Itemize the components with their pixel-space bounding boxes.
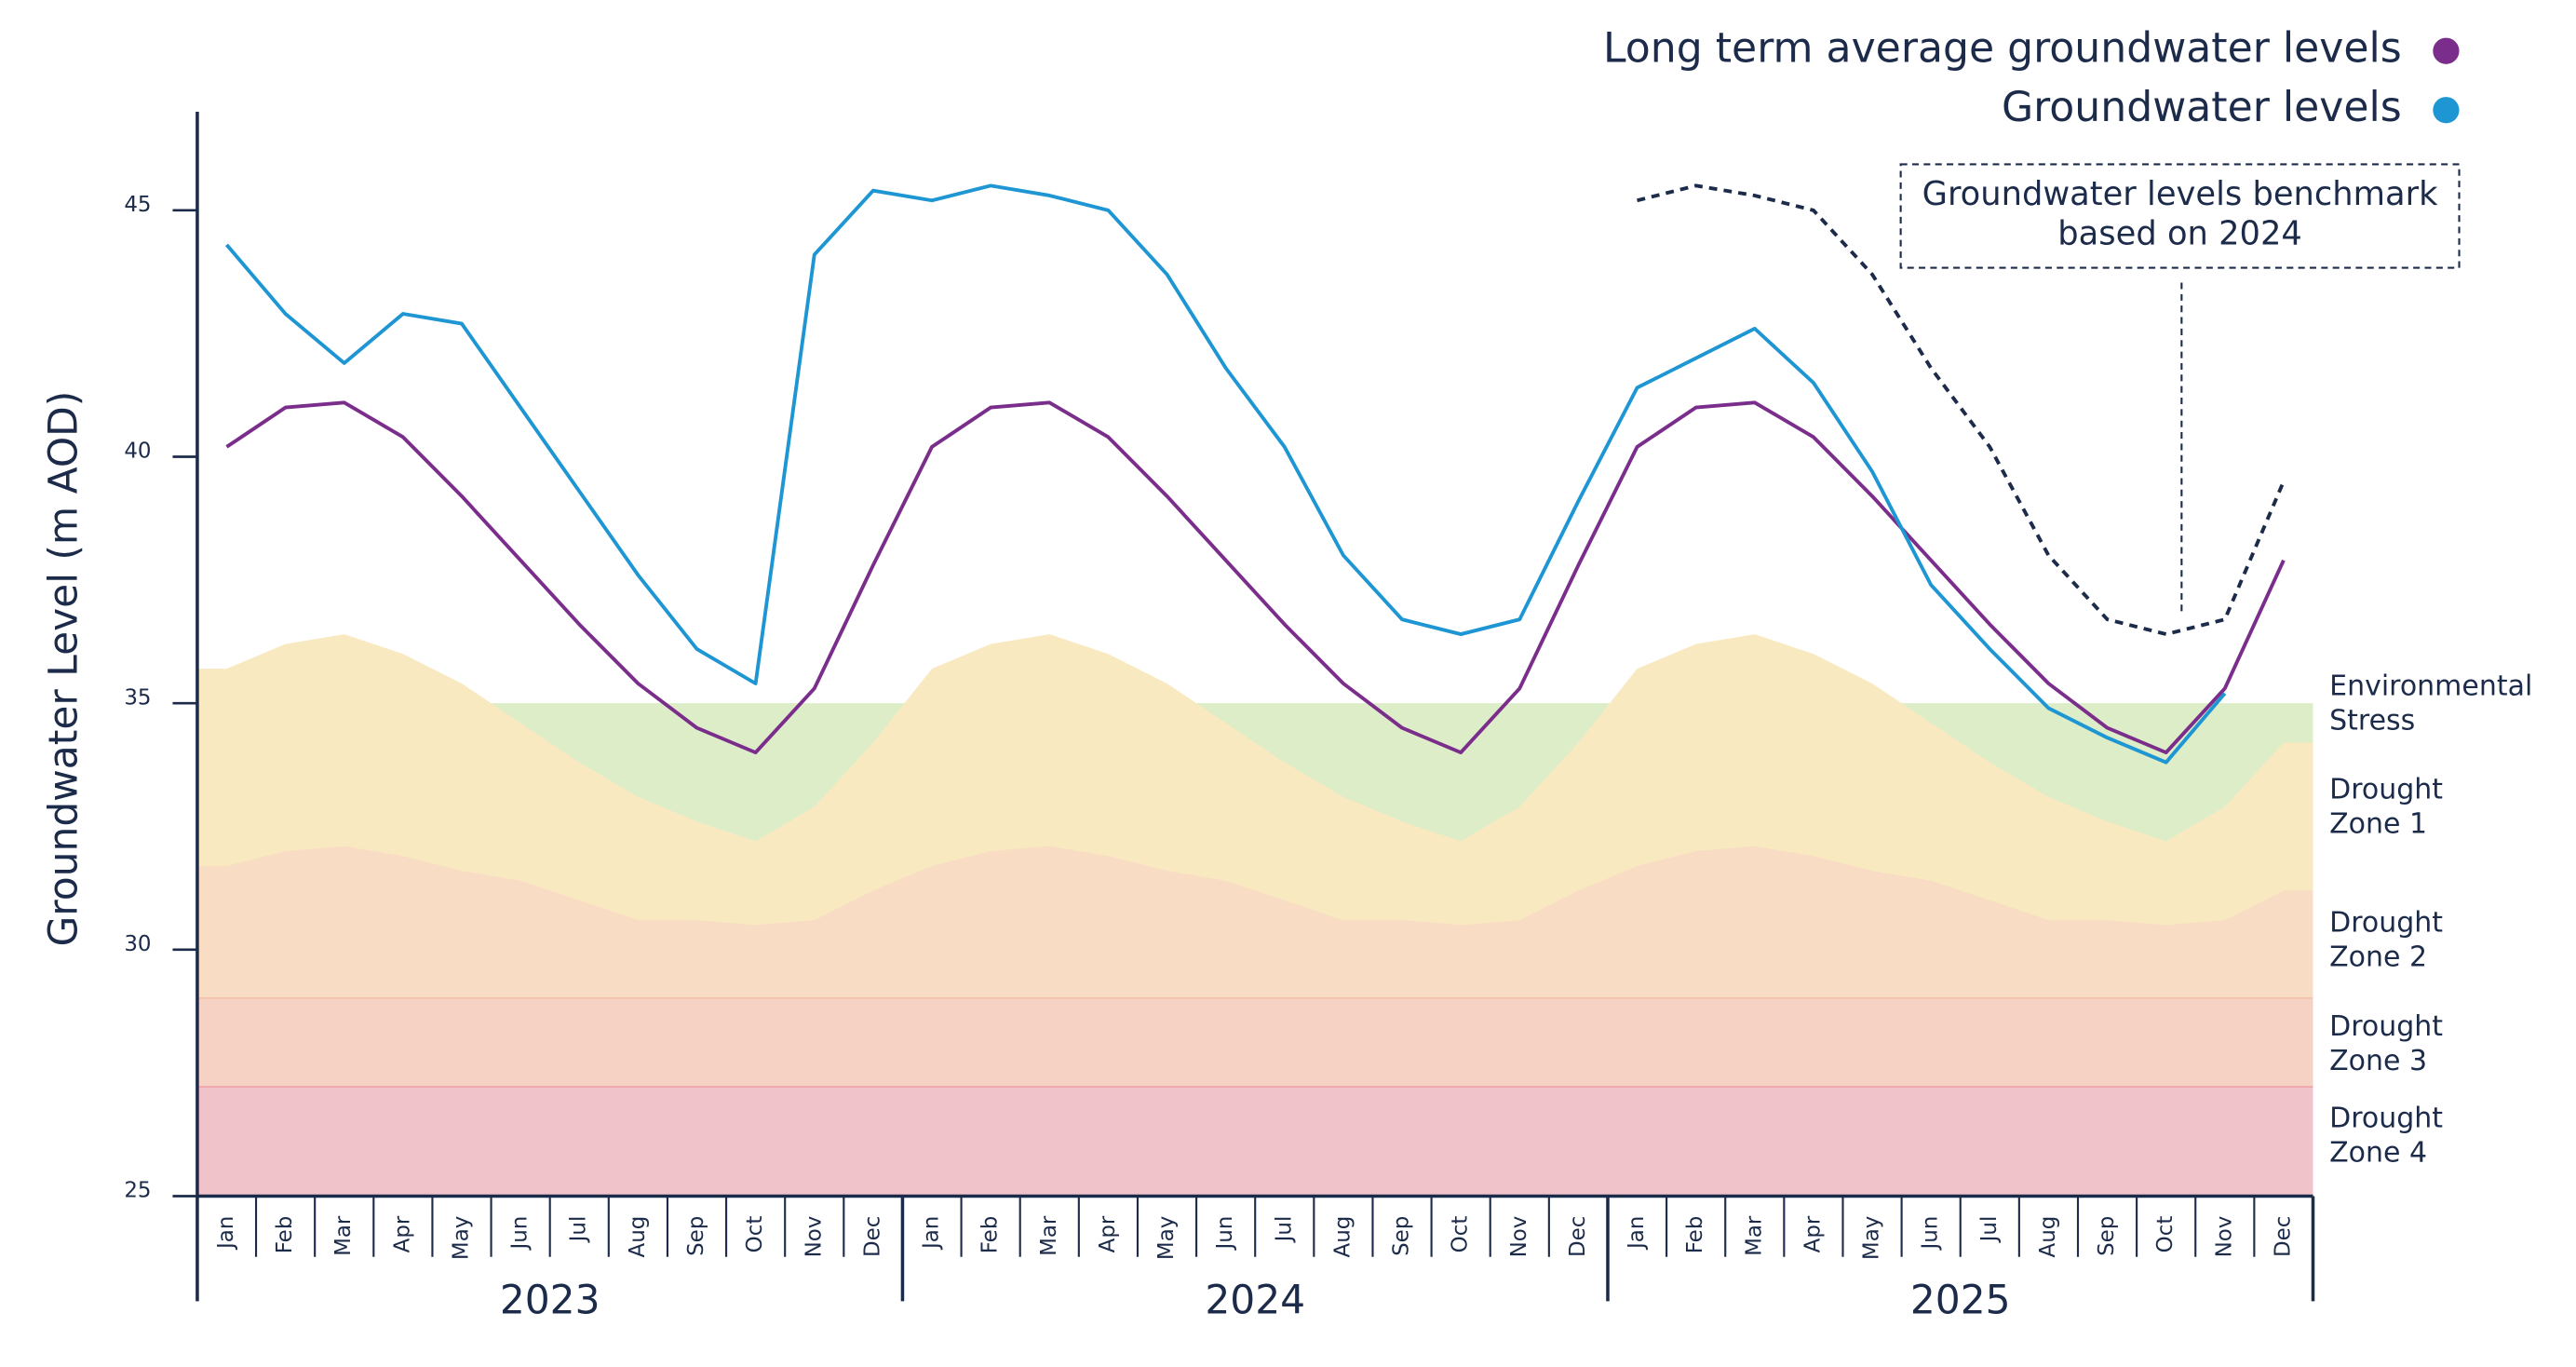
x-tick-label: Sep: [1390, 1216, 1414, 1256]
zone-label: Drought Zone 1: [2329, 773, 2443, 840]
zone-label: Drought Zone 2: [2329, 906, 2443, 973]
legend-label: Long term average groundwater levels: [1603, 25, 2402, 73]
year-label: 2025: [1910, 1278, 2011, 1323]
x-tick-label: May: [1154, 1216, 1179, 1260]
year-label: 2024: [1205, 1278, 1305, 1323]
x-tick-label: Sep: [2095, 1216, 2119, 1256]
x-tick-label: Nov: [1507, 1216, 1531, 1258]
x-tick-label: May: [449, 1216, 473, 1260]
x-tick-label: Jul: [1272, 1216, 1296, 1244]
series-line: [225, 400, 2286, 755]
x-tick-label: Mar: [1742, 1215, 1766, 1256]
x-tick-label: Jul: [1977, 1216, 2002, 1244]
legend-label: Groundwater levels: [2002, 84, 2402, 131]
lines: [225, 183, 2286, 765]
x-tick-label: Jun: [508, 1216, 533, 1252]
zone-label: Drought Zone 4: [2329, 1102, 2443, 1169]
legend-marker: [2433, 97, 2460, 124]
x-tick-label: Oct: [2153, 1216, 2178, 1253]
x-tick-label: Nov: [2212, 1216, 2236, 1258]
x-tick-label: May: [1860, 1216, 1884, 1260]
y-tick-label: 25: [124, 1179, 151, 1203]
y-axis-title: Groundwater Level (m AOD): [40, 391, 86, 947]
x-tick-label: Dec: [860, 1216, 884, 1257]
x-tick-label: Feb: [978, 1216, 1003, 1254]
x-tick-label: Jun: [1919, 1216, 1943, 1252]
x-tick-label: Jan: [1625, 1216, 1649, 1251]
x-tick-label: Apr: [1096, 1215, 1120, 1252]
zone-label: Environmental Stress: [2329, 670, 2532, 737]
x-tick-label: Jul: [567, 1216, 591, 1244]
annotation-box: [1899, 163, 2461, 269]
x-tick-label: Aug: [2036, 1216, 2060, 1258]
x-tick-label: Dec: [1566, 1216, 1590, 1257]
x-tick-label: Oct: [1449, 1216, 1473, 1253]
x-tick-label: Sep: [684, 1216, 708, 1256]
x-tick-label: Mar: [331, 1215, 356, 1256]
x-tick-label: Mar: [1037, 1215, 1061, 1256]
x-tick-label: Dec: [2271, 1216, 2295, 1257]
y-tick-label: 45: [124, 193, 151, 217]
x-tick-label: Feb: [273, 1216, 297, 1254]
axes: 25 30 35 40 45 Jan Feb Mar Apr May Jun Jul Aug Sep Oct…: [124, 111, 2315, 1323]
x-tick-label: Aug: [626, 1216, 650, 1258]
x-tick-label: Jan: [214, 1216, 238, 1251]
zone-area: [196, 1088, 2313, 1197]
year-label: 2023: [500, 1278, 600, 1323]
x-tick-label: Apr: [390, 1215, 414, 1252]
benchmark-line: [1637, 183, 2286, 637]
x-tick-label: Jan: [920, 1216, 944, 1251]
x-tick-label: Jun: [1213, 1216, 1237, 1252]
annotation: Groundwater levels benchmark based on 202…: [1922, 175, 2438, 252]
x-tick-label: Apr: [1801, 1215, 1825, 1252]
y-tick-label: 30: [124, 932, 151, 956]
x-tick-label: Feb: [1683, 1216, 1707, 1254]
x-tick-label: Oct: [743, 1216, 767, 1253]
zones: [196, 634, 2313, 1197]
x-tick-label: Nov: [802, 1216, 826, 1258]
x-tick-label: Aug: [1330, 1216, 1355, 1258]
legend-marker: [2433, 37, 2460, 64]
y-tick-label: 35: [124, 685, 151, 710]
zone-label: Drought Zone 3: [2329, 1009, 2443, 1076]
series-line: [225, 183, 2227, 765]
y-tick-label: 40: [124, 440, 151, 464]
